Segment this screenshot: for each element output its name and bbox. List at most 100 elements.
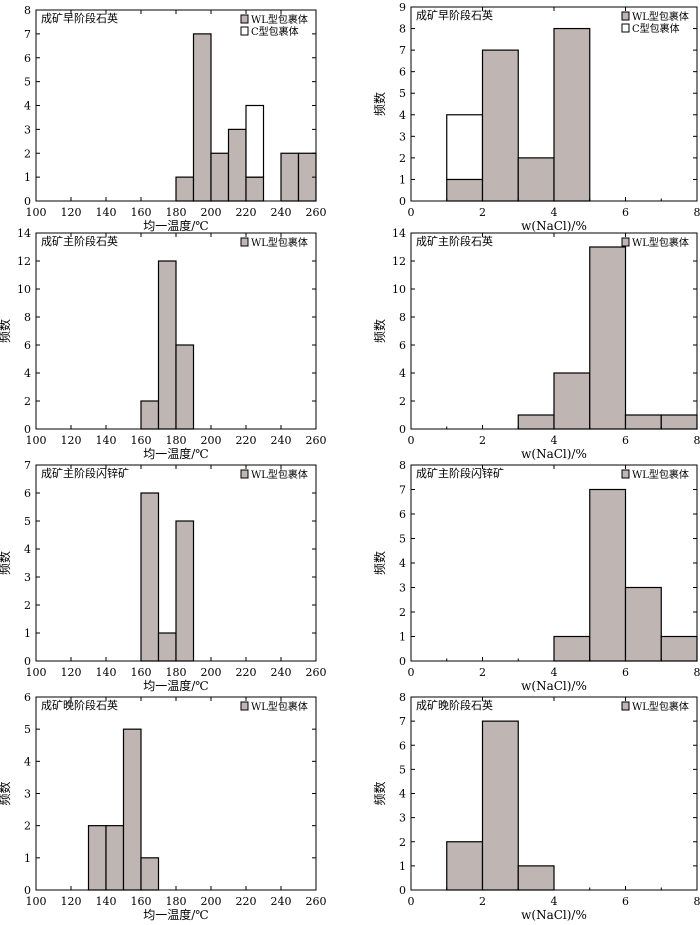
x-tick-label: 160 <box>131 206 152 219</box>
bar-wl-6-7 <box>624 586 662 662</box>
y-tick-label: 3 <box>399 812 406 825</box>
y-axis-label: 频数 <box>372 551 387 575</box>
bar-wl-1-2 <box>446 178 484 202</box>
y-tick-label: 7 <box>24 459 31 472</box>
x-tick-label: 120 <box>61 434 82 447</box>
y-tick-label: 14 <box>392 227 406 240</box>
y-axis-label: 频数 <box>372 781 387 805</box>
bar-wl-2-3 <box>481 720 519 891</box>
x-tick-label: 200 <box>201 666 222 679</box>
x-tick-label: 140 <box>96 666 117 679</box>
y-tick-label: 0 <box>399 655 406 668</box>
legend-swatch-wl <box>621 11 630 21</box>
legend-label-wl: WL型包裹体 <box>632 700 689 713</box>
bar-wl-160-170 <box>140 857 160 891</box>
y-tick-label: 3 <box>24 571 31 584</box>
x-tick-label: 180 <box>166 666 187 679</box>
x-tick-label: 260 <box>306 666 327 679</box>
bar-wl-180-190 <box>175 176 195 202</box>
x-tick-label: 260 <box>306 895 327 908</box>
y-tick-label: 0 <box>24 884 31 897</box>
y-tick-label: 0 <box>399 884 406 897</box>
y-tick-label: 2 <box>24 147 31 160</box>
bar-wl-240-250 <box>280 152 300 202</box>
x-tick-label: 100 <box>26 434 47 447</box>
y-tick-label: 6 <box>399 739 406 752</box>
panel-title: 成矿主阶段石英 <box>41 234 118 248</box>
x-axis-label: 均一温度/℃ <box>143 678 208 693</box>
x-tick-label: 6 <box>622 895 629 908</box>
x-tick-label: 8 <box>694 206 700 219</box>
y-tick-label: 2 <box>399 836 406 849</box>
legend-label-wl: WL型包裹体 <box>632 236 689 249</box>
x-tick-label: 8 <box>694 434 700 447</box>
panel-title: 成矿主阶段闪锌矿 <box>416 466 504 480</box>
x-tick-label: 240 <box>271 666 292 679</box>
y-tick-label: 5 <box>24 515 31 528</box>
bar-wl-6-7 <box>624 414 662 430</box>
x-axis-label: w(NaCl)/% <box>521 908 587 922</box>
bar-wl-210-220 <box>227 128 247 202</box>
x-tick-label: 6 <box>622 206 629 219</box>
x-tick-label: 240 <box>271 895 292 908</box>
y-tick-label: 4 <box>24 755 31 768</box>
panel-title: 成矿晚阶段石英 <box>416 698 493 712</box>
x-tick-label: 0 <box>408 895 415 908</box>
x-tick-label: 160 <box>131 895 152 908</box>
x-tick-label: 4 <box>551 895 558 908</box>
x-axis-label: 均一温度/℃ <box>143 218 208 233</box>
bar-wl-3-4 <box>517 414 555 430</box>
x-tick-label: 180 <box>166 895 187 908</box>
x-tick-label: 2 <box>479 666 486 679</box>
x-tick-label: 2 <box>479 895 486 908</box>
legend-swatch-c <box>240 26 249 36</box>
chart-panel-7: 100 120 140 160 180 200 220 240 260 0 1 2 3 4 5 6 成矿晚阶段石… <box>0 691 327 922</box>
legend-swatch-c <box>621 23 630 33</box>
bar-wl-180-190 <box>175 344 195 430</box>
y-tick-label: 4 <box>24 100 31 113</box>
bar-wl-140-150 <box>105 825 125 891</box>
legend-swatch-wl <box>240 469 249 479</box>
bar-wl-160-170 <box>140 400 160 430</box>
x-axis-label: 均一温度/℃ <box>143 907 208 922</box>
y-tick-label: 4 <box>24 543 31 556</box>
y-tick-label: 8 <box>399 23 406 36</box>
y-tick-label: 6 <box>24 691 31 704</box>
bar-wl-150-160 <box>122 728 142 891</box>
y-axis-label: 频数 <box>372 319 387 343</box>
x-axis-label: 均一温度/℃ <box>143 446 208 461</box>
y-tick-label: 5 <box>399 763 406 776</box>
y-tick-label: 0 <box>399 195 406 208</box>
y-tick-label: 2 <box>399 152 406 165</box>
x-tick-label: 240 <box>271 206 292 219</box>
legend-label-c: C型包裹体 <box>632 22 680 35</box>
bar-wl-2-3 <box>481 49 519 202</box>
x-tick-label: 120 <box>61 666 82 679</box>
legend-swatch-wl <box>621 701 630 711</box>
chart-panel-4: 0 2 4 6 8 0 2 4 6 8 10 12 14 成矿主阶段石英 w(NaCl)/% 频数 WL型包裹体 <box>372 227 700 461</box>
legend-label-wl: WL型包裹体 <box>632 468 689 481</box>
y-tick-label: 14 <box>17 227 31 240</box>
y-tick-label: 7 <box>24 28 31 41</box>
legend-label-wl: WL型包裹体 <box>251 236 308 249</box>
y-tick-label: 3 <box>24 788 31 801</box>
x-tick-label: 260 <box>306 434 327 447</box>
x-tick-label: 180 <box>166 434 187 447</box>
y-tick-label: 4 <box>399 557 406 570</box>
y-tick-label: 1 <box>24 852 31 865</box>
y-axis-label: 频数 <box>0 551 12 575</box>
x-tick-label: 120 <box>61 895 82 908</box>
y-tick-label: 4 <box>399 367 406 380</box>
panel-title: 成矿主阶段闪锌矿 <box>41 466 129 480</box>
y-tick-label: 3 <box>399 582 406 595</box>
bar-wl-7-8 <box>660 635 698 662</box>
x-tick-label: 120 <box>61 206 82 219</box>
x-tick-label: 2 <box>479 206 486 219</box>
y-tick-label: 0 <box>399 423 406 436</box>
y-tick-label: 8 <box>24 311 31 324</box>
y-tick-label: 1 <box>24 627 31 640</box>
y-tick-label: 0 <box>24 655 31 668</box>
x-tick-label: 200 <box>201 434 222 447</box>
x-tick-label: 6 <box>622 434 629 447</box>
x-tick-label: 2 <box>479 434 486 447</box>
